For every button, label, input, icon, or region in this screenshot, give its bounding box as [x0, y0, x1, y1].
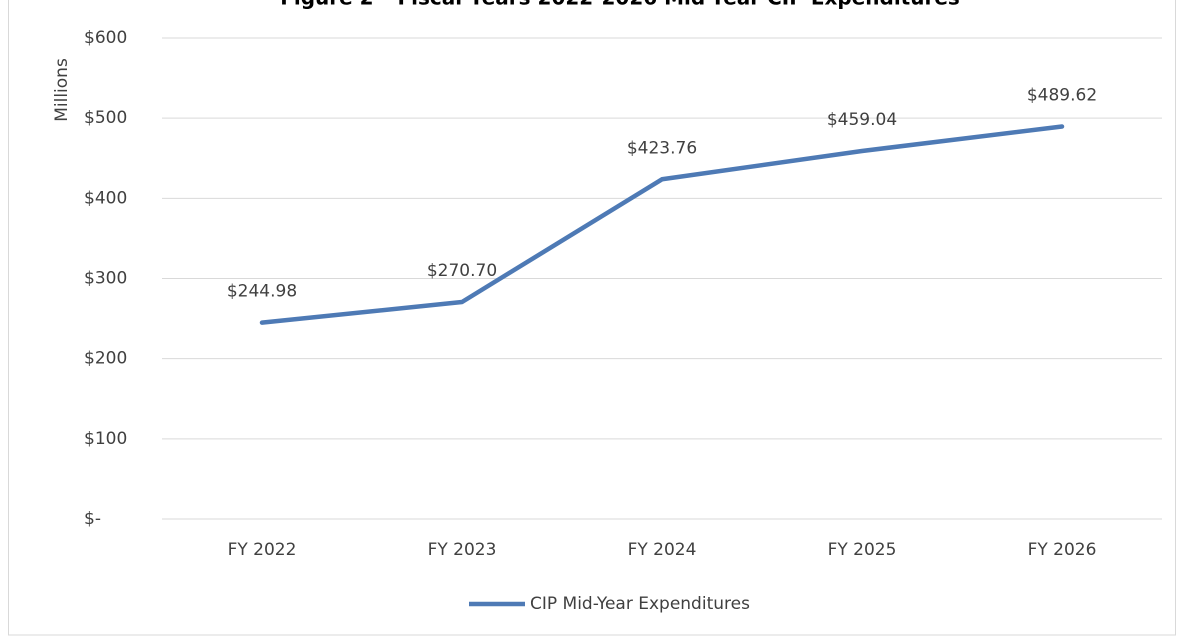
- y-tick-label: $400: [84, 188, 127, 208]
- legend-label: CIP Mid-Year Expenditures: [530, 594, 750, 614]
- data-label: $489.62: [1027, 85, 1097, 105]
- data-label: $459.04: [827, 110, 897, 130]
- chart-border: [8, 0, 1176, 636]
- chart-title: Figure 2 – Fiscal Years 2022-2026 Mid-Ye…: [280, 0, 960, 10]
- x-tick-label: FY 2022: [228, 540, 297, 560]
- x-tick-label: FY 2025: [828, 540, 897, 560]
- x-tick-label: FY 2023: [428, 540, 497, 560]
- x-tick-label: FY 2024: [628, 540, 697, 560]
- data-label: $270.70: [427, 261, 497, 281]
- y-tick-label: $-: [84, 509, 101, 529]
- y-tick-label: $100: [84, 429, 127, 449]
- y-tick-label: $200: [84, 349, 127, 369]
- x-tick-label: FY 2026: [1028, 540, 1097, 560]
- data-label: $244.98: [227, 282, 297, 302]
- data-label: $423.76: [627, 138, 697, 158]
- y-tick-label: $500: [84, 108, 127, 128]
- data-line: [259, 124, 1065, 325]
- y-tick-label: $600: [84, 28, 127, 48]
- y-axis-label: Millions: [52, 58, 72, 122]
- y-tick-label: $300: [84, 269, 127, 289]
